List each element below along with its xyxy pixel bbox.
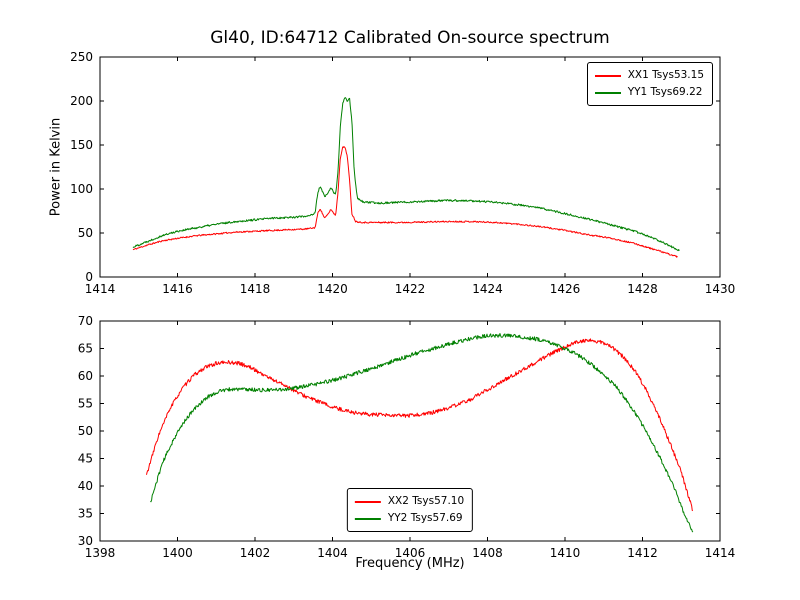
y-tick-label: 200 bbox=[70, 94, 93, 108]
series-line-yy2 bbox=[150, 333, 694, 533]
legend-entry-yy1: YY1 Tsys69.22 bbox=[594, 84, 704, 101]
y-tick-label: 55 bbox=[78, 397, 93, 411]
top-y-axis-label: Power in Kelvin bbox=[48, 117, 64, 217]
y-tick-label: 30 bbox=[78, 534, 93, 548]
x-tick-label: 1398 bbox=[85, 546, 116, 560]
series-line-yy1 bbox=[132, 97, 680, 252]
x-tick-label: 1422 bbox=[395, 282, 426, 296]
x-tick-label: 1416 bbox=[162, 282, 193, 296]
y-tick-label: 70 bbox=[78, 314, 93, 328]
x-axis-label: Frequency (MHz) bbox=[355, 556, 465, 571]
y-tick-label: 50 bbox=[78, 226, 93, 240]
legend-entry-xx1: XX1 Tsys53.15 bbox=[594, 67, 704, 84]
x-tick-label: 1424 bbox=[472, 282, 503, 296]
legend-entry-xx2: XX2 Tsys57.10 bbox=[354, 493, 465, 510]
x-tick-label: 1430 bbox=[705, 282, 736, 296]
chart-title: Gl40, ID:64712 Calibrated On-source spec… bbox=[210, 28, 610, 48]
yy1-line-swatch bbox=[594, 91, 621, 94]
x-tick-label: 1428 bbox=[627, 282, 658, 296]
y-tick-label: 65 bbox=[78, 342, 93, 356]
y-tick-label: 250 bbox=[70, 50, 93, 64]
y-tick-label: 60 bbox=[78, 369, 93, 383]
x-tick-label: 1420 bbox=[317, 282, 348, 296]
legend-top: XX1 Tsys53.15 YY1 Tsys69.22 bbox=[586, 62, 713, 106]
legend-entry-yy2: YY2 Tsys57.69 bbox=[354, 510, 464, 527]
x-tick-label: 1412 bbox=[627, 546, 658, 560]
y-tick-label: 50 bbox=[78, 424, 93, 438]
legend-label-xx1: XX1 Tsys53.15 bbox=[627, 69, 704, 81]
y-tick-label: 0 bbox=[85, 270, 93, 284]
legend-label-xx2: XX2 Tsys57.10 bbox=[387, 495, 465, 507]
x-tick-label: 1418 bbox=[240, 282, 271, 296]
y-tick-label: 35 bbox=[78, 507, 93, 521]
series-line-xx1 bbox=[132, 146, 678, 258]
y-tick-label: 40 bbox=[78, 479, 93, 493]
legend-bottom: XX2 Tsys57.10 YY2 Tsys57.69 bbox=[346, 488, 474, 532]
x-tick-label: 1414 bbox=[705, 546, 736, 560]
yy2-line-swatch bbox=[354, 517, 381, 520]
x-tick-label: 1400 bbox=[162, 546, 193, 560]
y-tick-label: 150 bbox=[70, 138, 93, 152]
x-tick-label: 1426 bbox=[550, 282, 581, 296]
x-tick-label: 1414 bbox=[85, 282, 116, 296]
x-tick-label: 1410 bbox=[550, 546, 581, 560]
legend-label-yy2: YY2 Tsys57.69 bbox=[387, 512, 463, 524]
x-tick-label: 1404 bbox=[317, 546, 348, 560]
xx2-line-swatch bbox=[354, 500, 381, 503]
y-tick-label: 100 bbox=[70, 182, 93, 196]
y-tick-label: 45 bbox=[78, 452, 93, 466]
x-tick-label: 1402 bbox=[240, 546, 271, 560]
xx1-line-swatch bbox=[594, 74, 621, 77]
series-line-xx2 bbox=[146, 338, 694, 512]
x-tick-label: 1408 bbox=[472, 546, 503, 560]
x-tick-label: 1406 bbox=[395, 546, 426, 560]
legend-label-yy1: YY1 Tsys69.22 bbox=[627, 86, 703, 98]
